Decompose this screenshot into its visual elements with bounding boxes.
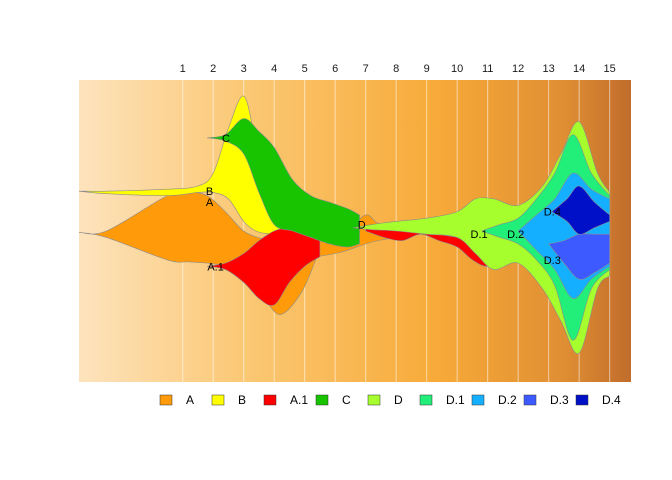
legend-swatch (523, 394, 537, 406)
legend-label: D.3 (550, 393, 569, 407)
stream-d-4 (551, 185, 610, 235)
stream-c (207, 118, 360, 248)
legend-label: D (394, 393, 403, 407)
stream-label: D.2 (507, 229, 524, 241)
x-tick-label: 13 (543, 63, 555, 75)
x-tick-label: 11 (482, 63, 493, 75)
x-tick-label: 14 (573, 63, 585, 75)
legend-label: D.1 (446, 393, 465, 407)
stream-label: D.4 (544, 207, 561, 219)
legend-swatch (315, 394, 329, 406)
stream-a-1 (207, 227, 321, 306)
legend-label: A.1 (290, 393, 308, 407)
x-tick-label: 2 (210, 63, 216, 75)
stream-label: D (358, 220, 366, 232)
x-tick-label: 9 (424, 63, 430, 75)
legend: A B A.1 C D D.1 D.2 D.3 D.4 (159, 393, 621, 407)
x-tick-label: 7 (363, 63, 369, 75)
legend-swatch (575, 394, 589, 406)
legend-label: C (342, 393, 351, 407)
x-tick-label: 10 (451, 63, 463, 75)
legend-swatch (419, 394, 433, 406)
stream-label: A (206, 197, 214, 209)
legend-swatch (471, 394, 485, 406)
stream-label: A.1 (207, 261, 224, 273)
stream-label: D.1 (471, 229, 488, 241)
legend-swatch (211, 394, 225, 406)
x-tick-label: 15 (604, 63, 616, 75)
legend-label: A (186, 393, 194, 407)
x-tick-label: 6 (332, 63, 338, 75)
x-axis-ticks: 1 2 3 4 5 6 7 8 9 10 11 12 13 14 15 (180, 63, 616, 75)
x-tick-label: 1 (180, 63, 186, 75)
stream-label: B (206, 186, 213, 198)
stream-label: C (222, 133, 230, 145)
stream-labels: AB A.1 C D D.1 D.2 D.3 D.4 (206, 133, 561, 274)
legend-swatch (159, 394, 173, 406)
x-tick-label: 8 (393, 63, 399, 75)
stream-layers (79, 95, 610, 354)
legend-label: B (238, 393, 246, 407)
x-tick-label: 4 (271, 63, 277, 75)
legend-label: D.4 (602, 393, 621, 407)
x-tick-label: 5 (302, 63, 308, 75)
stream-label: D.3 (544, 255, 561, 267)
stream-d-3 (548, 233, 610, 280)
legend-label: D.2 (498, 393, 517, 407)
x-tick-label: 3 (241, 63, 247, 75)
stream-d (352, 121, 610, 354)
legend-swatch (263, 394, 277, 406)
x-tick-label: 12 (512, 63, 524, 75)
legend-swatch (367, 394, 381, 406)
